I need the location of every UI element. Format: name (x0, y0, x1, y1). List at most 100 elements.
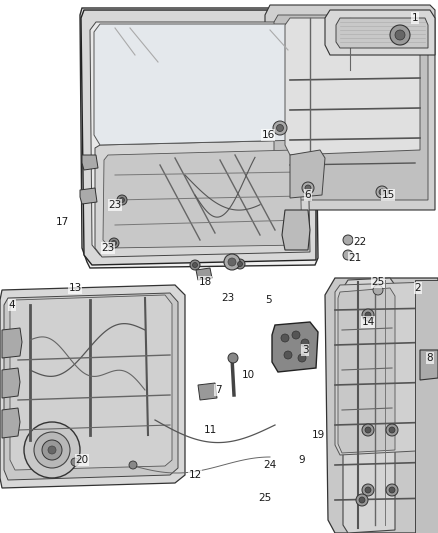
Text: 12: 12 (188, 470, 201, 480)
Circle shape (117, 195, 127, 205)
Text: 9: 9 (299, 455, 305, 465)
Circle shape (34, 432, 70, 468)
Circle shape (273, 121, 287, 135)
Polygon shape (80, 8, 318, 268)
Circle shape (292, 331, 300, 339)
Text: 3: 3 (302, 345, 308, 355)
Text: 11: 11 (203, 425, 217, 435)
Polygon shape (198, 383, 217, 400)
Circle shape (379, 189, 385, 195)
Circle shape (192, 262, 198, 268)
Polygon shape (325, 278, 438, 533)
Text: 15: 15 (381, 190, 395, 200)
Text: 24: 24 (263, 460, 277, 470)
Circle shape (24, 422, 80, 478)
Text: 23: 23 (108, 200, 122, 210)
Polygon shape (285, 18, 420, 155)
Circle shape (386, 424, 398, 436)
Polygon shape (336, 18, 428, 48)
Text: 23: 23 (221, 293, 235, 303)
Polygon shape (274, 15, 428, 200)
Text: 8: 8 (427, 353, 433, 363)
Polygon shape (10, 295, 172, 470)
Text: 14: 14 (361, 317, 374, 327)
Text: 25: 25 (371, 277, 385, 287)
Circle shape (190, 260, 200, 270)
Text: 4: 4 (9, 300, 15, 310)
Circle shape (365, 427, 371, 433)
Circle shape (228, 258, 236, 266)
Circle shape (343, 250, 353, 260)
Polygon shape (2, 408, 20, 438)
Circle shape (42, 440, 62, 460)
Text: 13: 13 (68, 283, 81, 293)
Text: 19: 19 (311, 430, 325, 440)
Circle shape (302, 182, 314, 194)
Text: 16: 16 (261, 130, 275, 140)
Polygon shape (265, 5, 435, 210)
Polygon shape (0, 285, 185, 488)
Circle shape (112, 240, 117, 246)
Text: 10: 10 (241, 370, 254, 380)
Polygon shape (335, 282, 435, 455)
Polygon shape (103, 150, 302, 248)
Text: 17: 17 (55, 217, 69, 227)
Circle shape (120, 198, 124, 203)
Polygon shape (272, 322, 318, 372)
Text: 5: 5 (265, 295, 271, 305)
Polygon shape (282, 210, 310, 250)
Circle shape (48, 446, 56, 454)
Circle shape (365, 487, 371, 493)
Circle shape (109, 238, 119, 248)
Circle shape (389, 427, 395, 433)
Circle shape (362, 484, 374, 496)
Text: 25: 25 (258, 493, 272, 503)
Polygon shape (325, 10, 435, 55)
Polygon shape (90, 22, 308, 255)
Polygon shape (82, 155, 98, 170)
Circle shape (390, 25, 410, 45)
Polygon shape (4, 293, 178, 480)
Polygon shape (2, 328, 22, 358)
Circle shape (359, 497, 365, 503)
Circle shape (301, 339, 309, 347)
Text: 21: 21 (348, 253, 362, 263)
Text: 18: 18 (198, 277, 212, 287)
Circle shape (365, 312, 371, 318)
Circle shape (389, 487, 395, 493)
Circle shape (276, 125, 283, 132)
Circle shape (281, 334, 289, 342)
Circle shape (298, 354, 306, 362)
Polygon shape (94, 24, 304, 145)
Polygon shape (290, 150, 325, 198)
Circle shape (356, 494, 368, 506)
Text: 7: 7 (215, 385, 221, 395)
Circle shape (228, 353, 238, 363)
Polygon shape (415, 280, 438, 533)
Polygon shape (95, 140, 310, 257)
Circle shape (224, 254, 240, 270)
Circle shape (373, 285, 383, 295)
Circle shape (386, 484, 398, 496)
Text: 22: 22 (353, 237, 367, 247)
Polygon shape (81, 10, 316, 265)
Text: 20: 20 (75, 455, 88, 465)
Circle shape (343, 235, 353, 245)
Circle shape (237, 262, 243, 266)
Circle shape (71, 458, 79, 466)
Polygon shape (2, 368, 20, 398)
Polygon shape (343, 278, 395, 533)
Polygon shape (80, 188, 97, 204)
Polygon shape (420, 350, 438, 380)
Circle shape (129, 461, 137, 469)
Polygon shape (338, 288, 395, 453)
Circle shape (305, 185, 311, 191)
Circle shape (362, 309, 374, 321)
Circle shape (395, 30, 405, 40)
Circle shape (376, 186, 388, 198)
Text: 1: 1 (412, 13, 418, 23)
Circle shape (362, 424, 374, 436)
Text: 23: 23 (101, 243, 115, 253)
Text: 6: 6 (305, 190, 311, 200)
Circle shape (284, 351, 292, 359)
